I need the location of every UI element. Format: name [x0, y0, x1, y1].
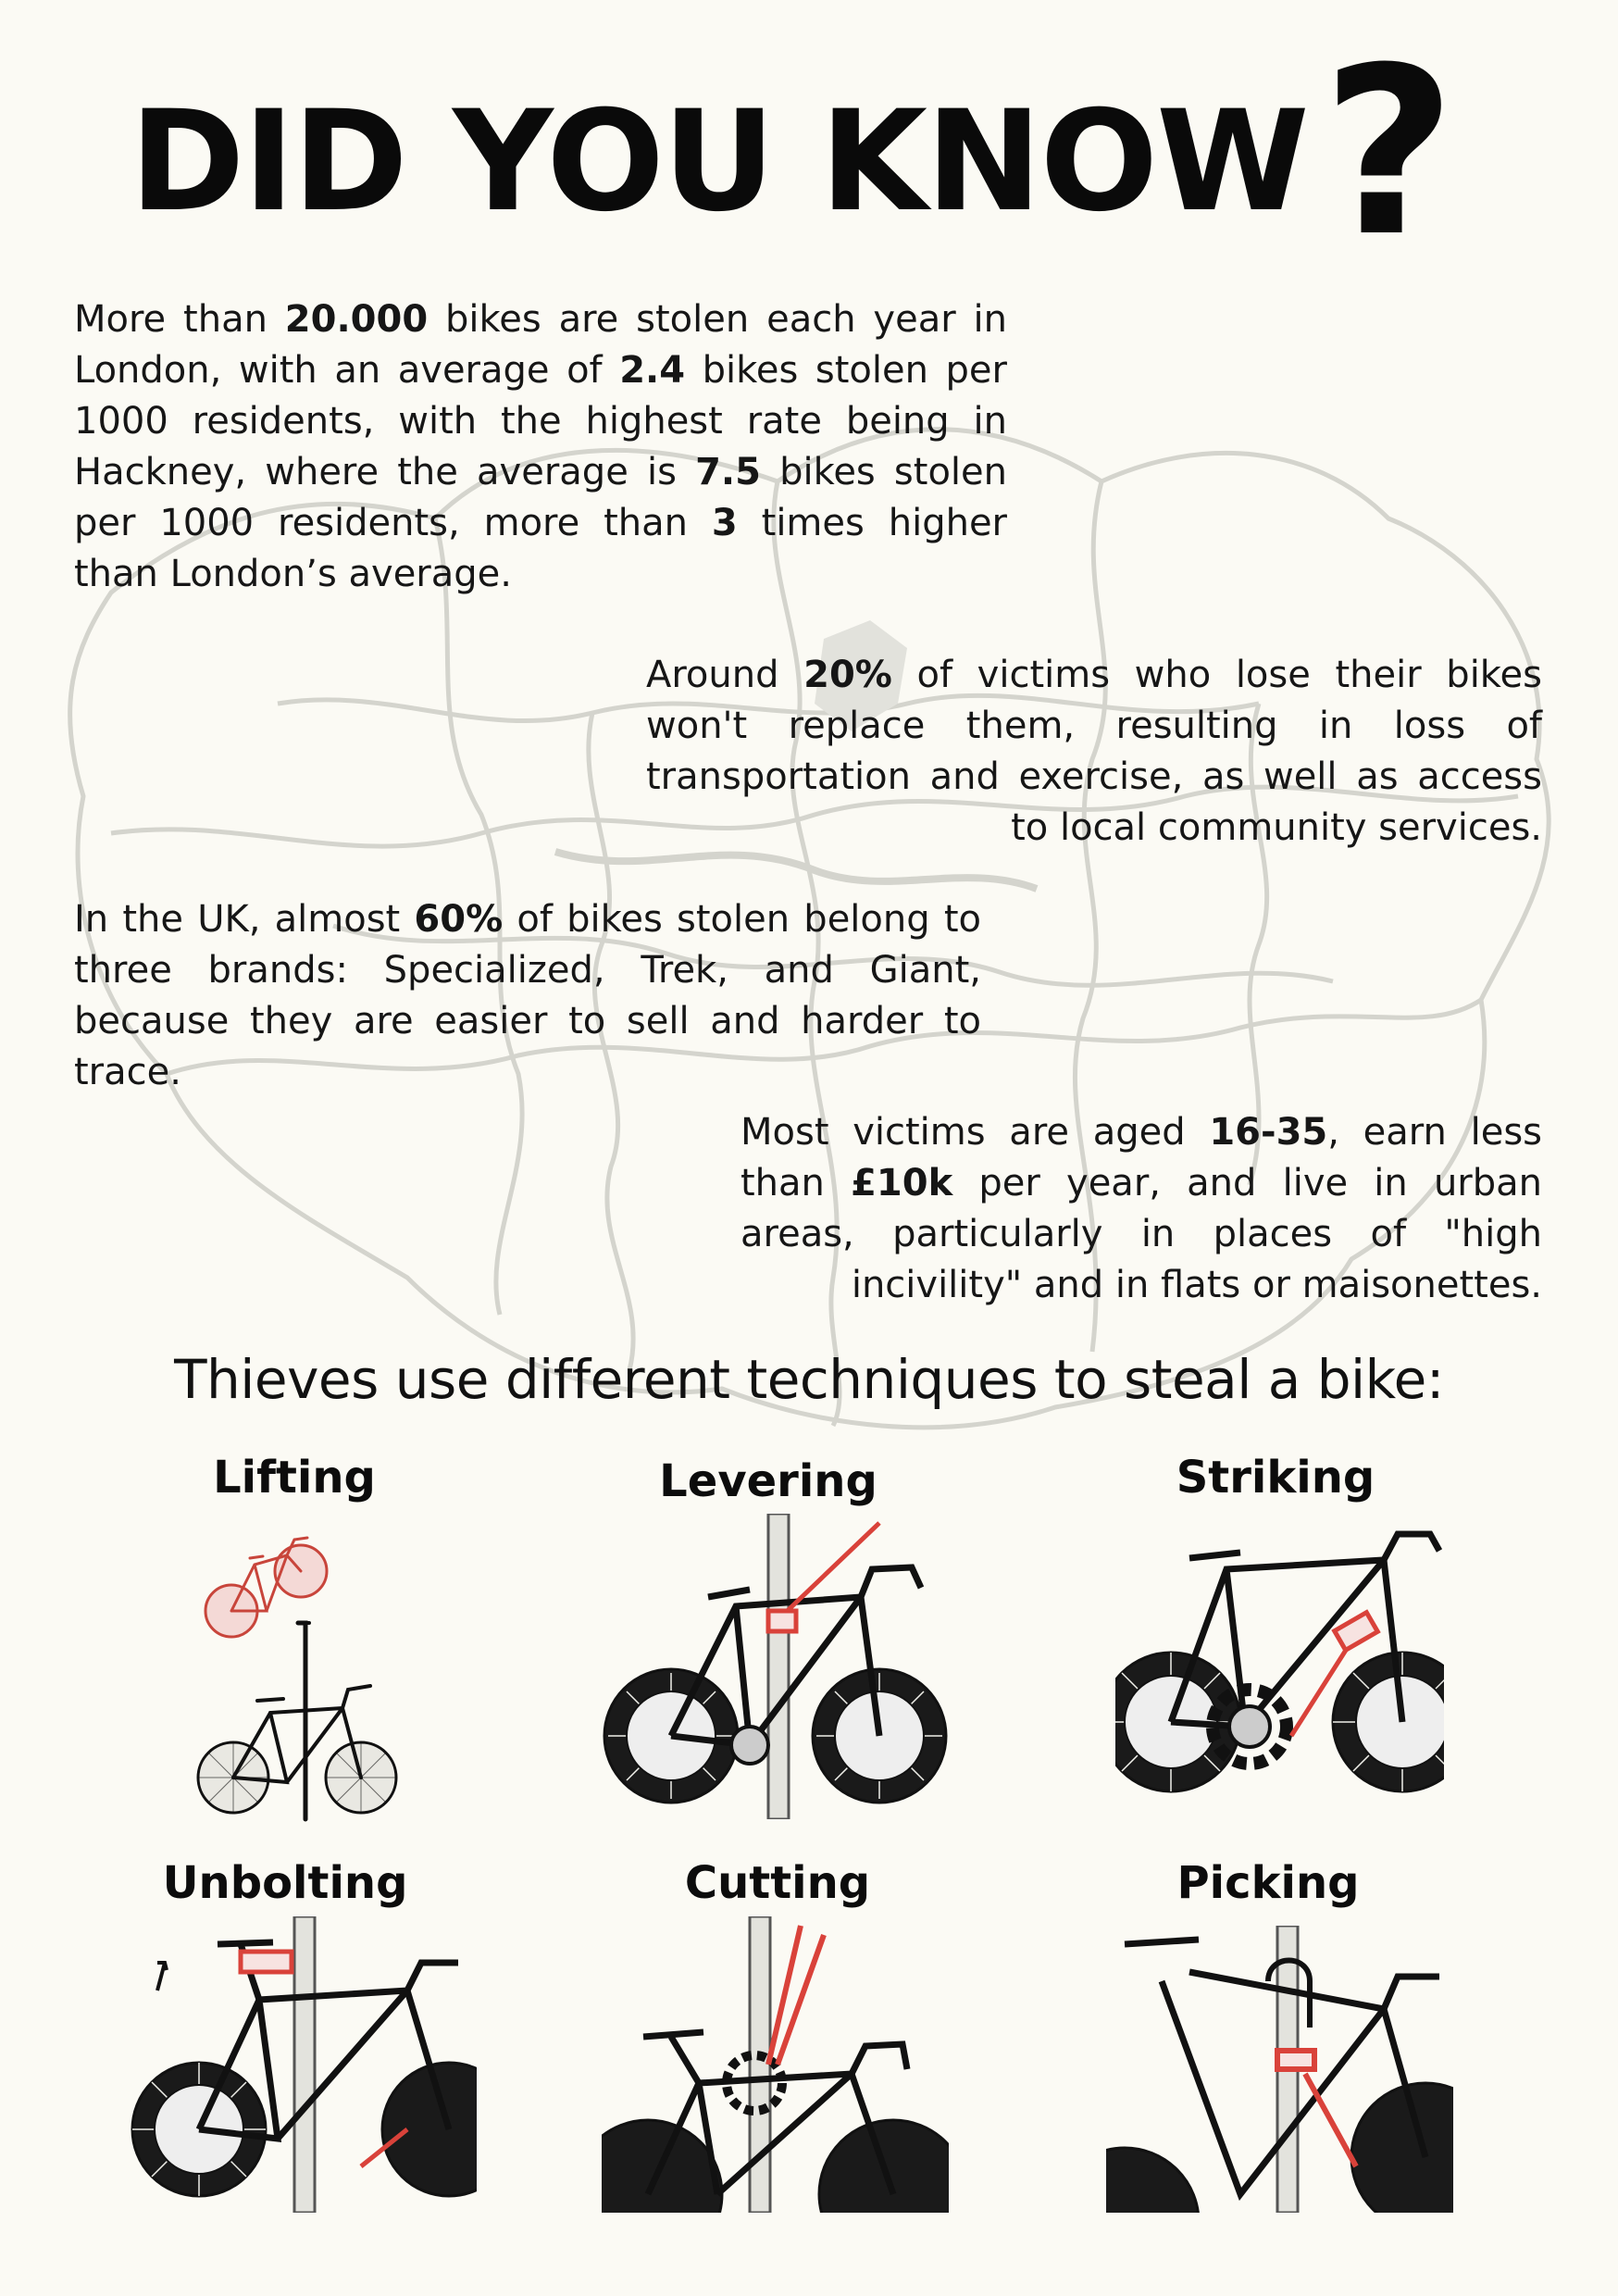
fact-text: bikes stolen per 1000 residents, with th… [74, 349, 1007, 493]
bike-picking-illustration [1106, 1926, 1453, 2213]
fact-highlight: 2.4 [619, 349, 686, 392]
technique-label-unbolting: Unbolting [162, 1857, 408, 1909]
title-question-mark: ? [1322, 18, 1457, 287]
fact-highlight: 20% [803, 654, 892, 696]
page-title: DID YOU KNOW [130, 81, 1310, 243]
fact-victim-profile: Most victims are aged 16-35, earn less t… [741, 1107, 1542, 1311]
fact-highlight: 16-35 [1209, 1111, 1328, 1154]
fact-highlight: 3 [711, 502, 738, 544]
technique-label-cutting: Cutting [684, 1857, 871, 1909]
fact-highlight: 20.000 [284, 298, 429, 341]
technique-label-picking: Picking [1176, 1857, 1360, 1909]
fact-text: Around [646, 654, 804, 696]
fact-text: More than [74, 298, 285, 341]
technique-label-lifting: Lifting [213, 1452, 376, 1504]
fact-brands: In the UK, almost 60% of bikes stolen be… [74, 894, 981, 1098]
fact-text: In the UK, almost [74, 898, 415, 941]
bike-striking-illustration [1115, 1514, 1444, 1819]
fact-text: of bikes stolen belong to three brands: … [74, 898, 981, 1093]
fact-highlight: £10k [851, 1162, 953, 1204]
fact-text: bikes stolen per 1000 residents, more th… [74, 451, 1007, 544]
title-block: DID YOU KNOW ? [130, 37, 1472, 268]
bike-levering-illustration [602, 1514, 949, 1819]
techniques-heading: Thieves use different techniques to stea… [174, 1348, 1444, 1411]
fact-text: per year, and live in urban areas, parti… [741, 1162, 1542, 1306]
fact-text: bikes are stolen each year in London, wi… [74, 298, 1007, 392]
technique-label-levering: Levering [659, 1455, 877, 1507]
fact-text: Most victims are aged [741, 1111, 1210, 1154]
fact-highlight: 7.5 [695, 451, 761, 493]
technique-label-striking: Striking [1176, 1452, 1375, 1504]
fact-theft-stats: More than 20.000 bikes are stolen each y… [74, 294, 1007, 600]
fact-text: times higher than London’s average. [74, 502, 1007, 595]
fact-victims-replace: Around 20% of victims who lose their bik… [646, 650, 1542, 854]
bike-lifting-illustration [185, 1514, 417, 1828]
fact-highlight: 60% [414, 898, 504, 941]
fact-text: of victims who lose their bikes won't re… [646, 654, 1542, 849]
bike-cutting-illustration [602, 1916, 949, 2213]
fact-text: , earn less than [741, 1111, 1542, 1204]
bike-unbolting-illustration [130, 1916, 477, 2213]
